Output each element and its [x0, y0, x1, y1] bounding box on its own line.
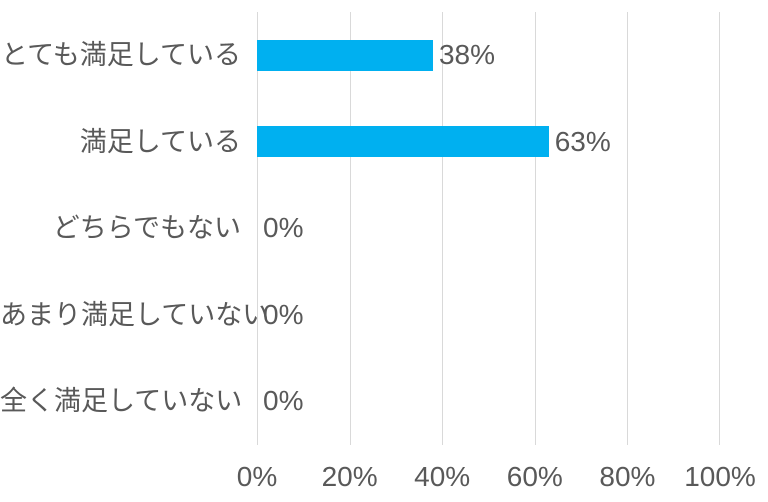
category-label: あまり満足していない: [0, 299, 270, 330]
gridline: [257, 12, 258, 445]
x-axis-tick-label: 100%: [684, 461, 756, 492]
bar: [257, 126, 549, 158]
gridline: [442, 12, 444, 445]
plot-area: [257, 12, 720, 445]
category-label: どちらでもない: [52, 213, 241, 244]
category-label: とても満足している: [0, 40, 241, 70]
x-axis-tick-label: 80%: [599, 461, 656, 492]
x-axis-tick-label: 40%: [414, 461, 471, 492]
bar-data-label: 0%: [263, 212, 304, 244]
bar-data-label: 38%: [438, 39, 495, 70]
bar-data-label: 63%: [554, 125, 611, 157]
bar: [257, 39, 433, 71]
bar-data-label: 0%: [263, 298, 304, 330]
gridline: [627, 12, 629, 445]
gridline: [349, 12, 351, 445]
category-label: 全く満足していない: [0, 386, 243, 417]
category-label: 満足している: [79, 126, 241, 157]
x-axis-tick-label: 20%: [321, 461, 378, 492]
x-axis-tick-label: 0%: [236, 461, 278, 492]
bar-data-label: 0%: [263, 385, 304, 417]
x-axis-tick-label: 60%: [506, 461, 563, 492]
gridline: [719, 12, 720, 445]
gridline: [534, 12, 536, 445]
